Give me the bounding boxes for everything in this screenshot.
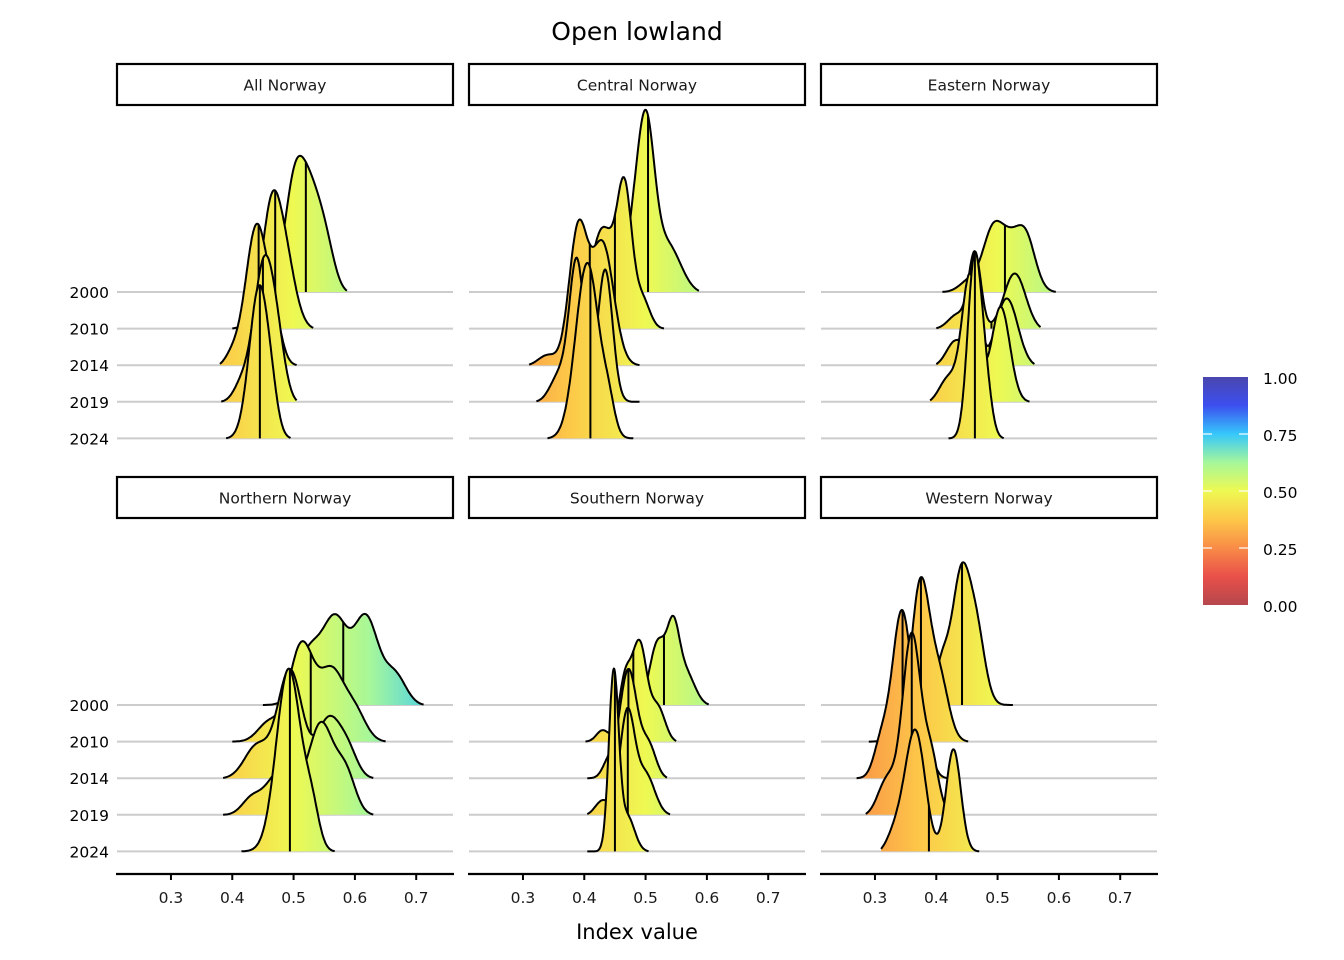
x-tick-label: 0.4 [220,889,245,907]
x-tick-label: 0.7 [1108,889,1133,907]
ridge-outline [528,218,640,366]
chart-title: Open lowland [551,17,722,46]
x-tick-label: 0.6 [343,889,368,907]
colorbar-legend: 0.00 0.25 0.50 0.75 1.00 [1203,370,1298,616]
ridge-outline [936,250,1042,330]
x-tick-label: 0.5 [985,889,1010,907]
ridge-outline [241,667,335,853]
x-tick-label: 0.7 [756,889,781,907]
ridge-2000 [942,219,1056,293]
ridge-fill [223,721,374,815]
y-tick-label: 2010 [70,321,109,339]
ridge-fill [587,668,649,852]
facet-panel: All Norway 2000 2010 2014 2019 2024 [70,62,455,448]
colorbar-label: 0.75 [1263,427,1298,445]
facet-strip-label: Western Norway [925,490,1052,508]
ridge-2010 [232,640,386,743]
facet-panel: Southern Norway 0.3 0.4 0.5 0.6 0.7 [467,475,807,907]
ridge-outline [880,728,980,853]
ridge-2024 [547,261,634,440]
colorbar-label: 0.00 [1263,598,1298,616]
x-tick-label: 0.6 [1047,889,1072,907]
y-tick-label: 2024 [70,843,109,861]
facet-strip [467,475,807,520]
ridge-outline [587,667,668,780]
x-tick-label: 0.5 [281,889,306,907]
facet-strip [467,62,807,107]
facet-strip [115,62,455,107]
facet-strip-label: Northern Norway [219,490,352,508]
ridge-2024 [948,250,1005,440]
ridge-2024 [225,284,292,440]
y-tick-label: 2014 [70,770,109,788]
ridge-fill [881,729,980,852]
y-tick-label: 2000 [70,284,109,302]
ridge-2024 [241,667,335,853]
y-tick-label: 2024 [70,430,109,448]
ridge-outline [585,638,677,743]
ridge-outline [225,284,292,440]
facet-panels: All Norway 2000 2010 2014 2019 2024 Central No… [70,62,1159,907]
x-tick-label: 0.4 [924,889,949,907]
colorbar-label: 0.50 [1263,484,1298,502]
x-tick-label: 0.6 [695,889,720,907]
facet-panel: Central Norway [467,62,807,440]
y-tick-label: 2014 [70,357,109,375]
facet-strip-label: All Norway [244,77,327,95]
ridge-2019 [586,706,671,816]
ridge-outline [942,219,1056,293]
ridge-outline [547,261,634,440]
x-tick-label: 0.7 [404,889,429,907]
x-tick-label: 0.3 [159,889,184,907]
ridge-fill [536,257,640,402]
colorbar-label: 1.00 [1263,370,1298,388]
ridge-fill [942,220,1056,292]
colorbar-label: 0.25 [1263,541,1298,559]
ridge-fill [226,285,291,439]
ridge-2024 [586,667,650,853]
facet-strip [819,62,1159,107]
ridge-fill [232,641,386,742]
facet-strip-label: Southern Norway [570,490,704,508]
x-tick-label: 0.3 [511,889,536,907]
facet-strip-label: Central Norway [577,77,697,95]
x-tick-label: 0.3 [863,889,888,907]
y-tick-label: 2000 [70,697,109,715]
y-tick-label: 2019 [70,394,109,412]
y-tick-label: 2010 [70,734,109,752]
ridge-outline [586,667,650,853]
y-tick-label: 2019 [70,807,109,825]
ridge-outline [232,640,386,743]
facet-strip-label: Eastern Norway [928,77,1051,95]
facet-strip [819,475,1159,520]
facet-strip [115,475,455,520]
facet-panel: Northern Norway 2000 2010 2014 2019 2024 0.3 0.… [70,475,455,907]
facet-panel: Eastern Norway [819,62,1159,440]
ridge-fill [865,632,961,815]
ridge-outline [222,667,374,779]
x-axis-label: Index value [576,920,698,944]
ridge-fill [241,668,335,852]
ridge-2024 [880,728,980,853]
facet-panel: Western Norway 0.3 0.4 0.5 0.6 0.7 [819,475,1159,907]
ridge-outline [220,254,298,403]
ridge-fill [232,190,314,329]
x-tick-label: 0.5 [633,889,658,907]
ridge-outline [219,222,297,366]
ridge-outline [948,250,1005,440]
x-tick-label: 0.4 [572,889,597,907]
